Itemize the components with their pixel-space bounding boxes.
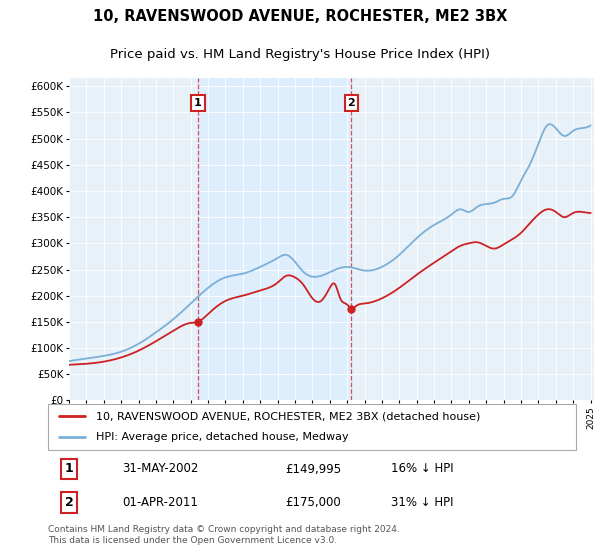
Text: 31-MAY-2002: 31-MAY-2002 (122, 463, 198, 475)
Text: 1: 1 (65, 463, 73, 475)
Text: 16% ↓ HPI: 16% ↓ HPI (391, 463, 454, 475)
Text: 2: 2 (347, 98, 355, 108)
Text: £149,995: £149,995 (286, 463, 342, 475)
Text: £175,000: £175,000 (286, 496, 341, 509)
Bar (198, 78, 352, 400)
Text: 01-APR-2011: 01-APR-2011 (122, 496, 198, 509)
Text: 2: 2 (65, 496, 73, 509)
Text: 1: 1 (194, 98, 202, 108)
Text: HPI: Average price, detached house, Medway: HPI: Average price, detached house, Medw… (95, 432, 348, 442)
Text: 10, RAVENSWOOD AVENUE, ROCHESTER, ME2 3BX: 10, RAVENSWOOD AVENUE, ROCHESTER, ME2 3B… (93, 8, 507, 24)
Text: 10, RAVENSWOOD AVENUE, ROCHESTER, ME2 3BX (detached house): 10, RAVENSWOOD AVENUE, ROCHESTER, ME2 3B… (95, 411, 480, 421)
Text: Price paid vs. HM Land Registry's House Price Index (HPI): Price paid vs. HM Land Registry's House … (110, 48, 490, 61)
Text: 31% ↓ HPI: 31% ↓ HPI (391, 496, 454, 509)
Text: Contains HM Land Registry data © Crown copyright and database right 2024.
This d: Contains HM Land Registry data © Crown c… (48, 525, 400, 545)
